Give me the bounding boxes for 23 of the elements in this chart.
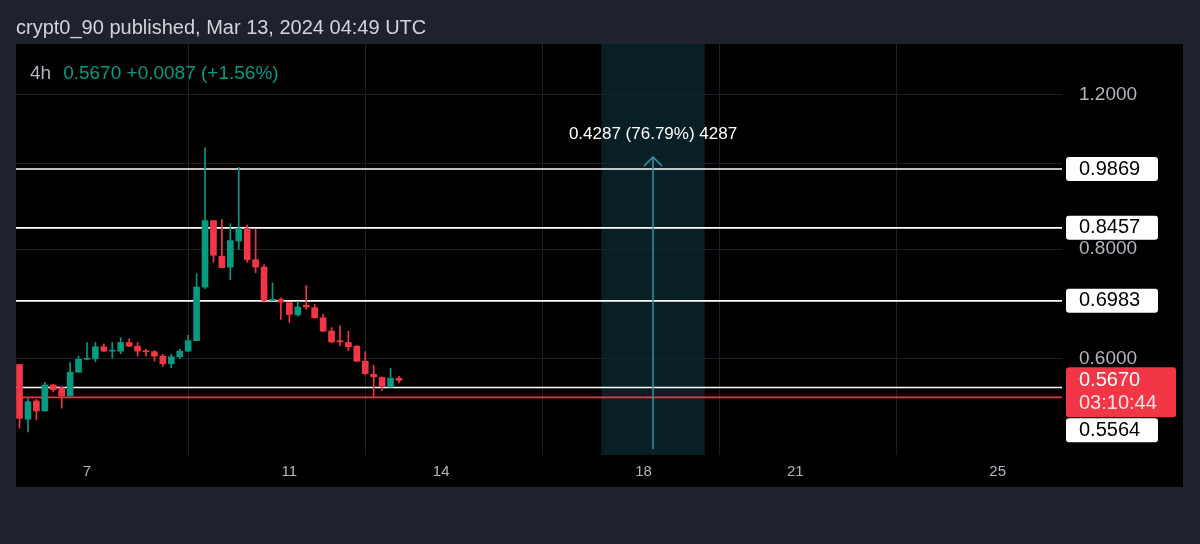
ref-line-label: 0.5564 [1079, 417, 1141, 440]
text: 4h [30, 61, 52, 85]
candlestick [83, 342, 91, 360]
x-tick-label: 18 [635, 462, 652, 480]
ref-line-label: 0.8457 [1079, 215, 1141, 238]
text: 0.5670 [1079, 367, 1141, 390]
candlestick [302, 285, 310, 310]
candlestick [336, 325, 344, 346]
text: 03:10:44 [1079, 390, 1157, 413]
x-tick-label: 21 [786, 462, 804, 480]
x-tick-label: 25 [989, 462, 1007, 480]
y-tick-label: 1.2000 [1079, 82, 1138, 104]
x-tick-label: 11 [281, 462, 298, 480]
x-tick-label: 7 [82, 462, 92, 480]
ref-line-label: 0.9869 [1079, 156, 1141, 179]
band-label: 0.4287 (76.79%) 4287 [568, 123, 738, 143]
y-tick-label: 0.8000 [1079, 237, 1138, 259]
x-tick-label: 14 [432, 462, 450, 480]
ref-line-label: 0.6983 [1079, 288, 1141, 311]
text: crypt0_90 published, Mar 13, 2024 04:49 UTC [16, 15, 427, 39]
y-tick-label: 0.6000 [1079, 346, 1138, 368]
text: 0.5670 +0.0087 (+1.56%) [63, 61, 279, 85]
candlestick [218, 219, 226, 268]
